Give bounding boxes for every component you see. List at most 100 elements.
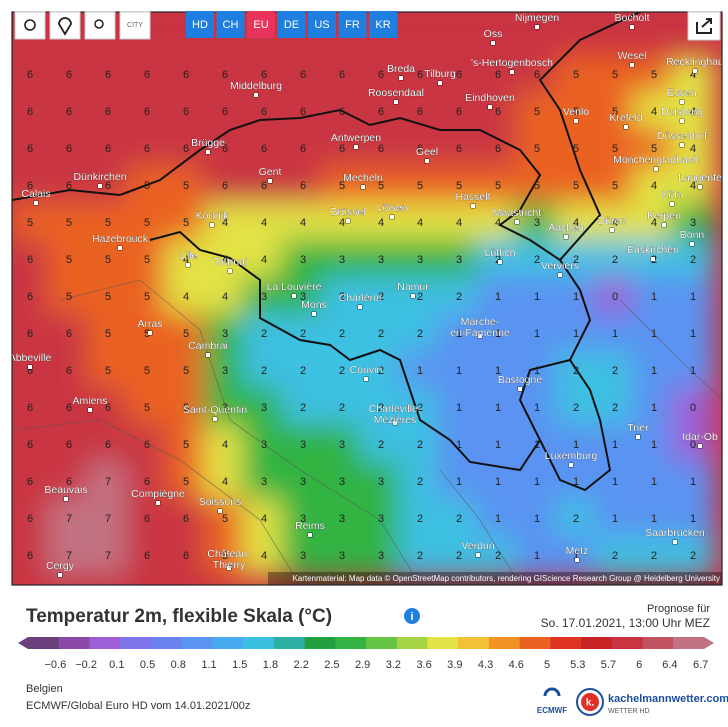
region-button[interactable] <box>308 11 336 38</box>
region-button[interactable] <box>338 11 367 38</box>
grid-value: 5 <box>183 328 189 340</box>
legend-swatch <box>581 637 613 649</box>
city-label: Gent <box>259 166 282 178</box>
grid-value: 3 <box>534 217 540 229</box>
field-cell <box>359 535 403 577</box>
legend-swatch <box>550 637 582 649</box>
region-button[interactable] <box>216 11 245 38</box>
field-cell <box>125 165 169 207</box>
legend-swatch <box>488 637 521 649</box>
city-label: Antwerpen <box>331 132 381 144</box>
field-cell <box>593 202 637 244</box>
city-marker <box>692 68 698 74</box>
legend-swatch <box>150 637 183 649</box>
region-button[interactable] <box>369 11 397 38</box>
field-cell <box>12 535 52 577</box>
legend-swatch <box>243 637 275 649</box>
city-marker <box>185 262 191 268</box>
city-label: Mönchengladbach <box>613 154 699 166</box>
region-button[interactable] <box>277 11 306 38</box>
field-cell <box>398 350 442 392</box>
reload-button[interactable] <box>14 11 46 40</box>
grid-value: 4 <box>417 217 423 229</box>
grid-value: 3 <box>378 476 384 488</box>
grid-value: 1 <box>651 402 657 414</box>
field-cell <box>203 461 247 503</box>
zoom-icon <box>94 19 104 29</box>
field-cell <box>671 128 715 170</box>
city-marker <box>212 416 218 422</box>
field-cell <box>164 239 208 281</box>
info-button[interactable] <box>404 608 420 624</box>
city-marker <box>267 178 273 184</box>
city-marker <box>117 245 123 251</box>
grid-value: 1 <box>690 513 696 525</box>
grid-value: 3 <box>456 254 462 266</box>
share-icon <box>696 18 712 34</box>
grid-value: 1 <box>495 291 501 303</box>
grid-value: 7 <box>105 513 111 525</box>
grid-value: 6 <box>105 180 111 192</box>
grid-value: 6 <box>105 402 111 414</box>
field-cell <box>47 128 91 170</box>
legend-label: 0.8 <box>171 659 186 671</box>
city-label: Abbeville <box>9 352 52 364</box>
city-label: Château-Thierry <box>207 548 251 571</box>
legend-swatch <box>335 637 367 649</box>
grid-value: 0 <box>690 402 696 414</box>
grid-value: 5 <box>144 254 150 266</box>
grid-value: 1 <box>534 402 540 414</box>
region-label: HD <box>192 19 208 31</box>
field-cell <box>398 239 442 281</box>
field-cell <box>203 54 247 96</box>
field-cell <box>86 202 130 244</box>
legend-label: 4.3 <box>478 659 493 671</box>
city-marker <box>557 272 563 278</box>
field-cell <box>281 239 325 281</box>
field-cell <box>554 202 598 244</box>
field-cell <box>125 54 169 96</box>
field-cell <box>86 165 130 207</box>
grid-value: 3 <box>300 550 306 562</box>
grid-value: 1 <box>456 328 462 340</box>
grid-value: 4 <box>222 439 228 451</box>
grid-value: 6 <box>222 180 228 192</box>
city-button-label: CITY <box>127 22 143 29</box>
grid-value: 4 <box>222 217 228 229</box>
legend-label: 6 <box>636 659 642 671</box>
field-cell <box>632 424 676 466</box>
grid-value: 4 <box>573 217 579 229</box>
grid-value: 5 <box>612 180 618 192</box>
region-button[interactable] <box>186 11 214 38</box>
field-cell <box>632 165 676 207</box>
city-marker <box>477 333 483 339</box>
grid-value: 6 <box>261 69 267 81</box>
grid-value: 6 <box>27 328 33 340</box>
city-label: Eindhoven <box>465 92 515 104</box>
grid-value: 3 <box>261 291 267 303</box>
legend-swatch <box>396 637 428 649</box>
legend-arrow-left <box>18 637 28 649</box>
field-cell <box>398 276 442 318</box>
grid-value: 6 <box>27 143 33 155</box>
city-marker <box>679 142 685 148</box>
legend-label: 5 <box>544 659 550 671</box>
grid-value: 5 <box>183 439 189 451</box>
grid-value: 6 <box>66 180 72 192</box>
city-label: Bastogne <box>498 374 543 386</box>
field-cell <box>203 350 247 392</box>
city-button[interactable] <box>119 11 151 40</box>
field-cell <box>671 276 715 318</box>
grid-value: 6 <box>144 106 150 118</box>
field-cell <box>437 424 481 466</box>
grid-value: 5 <box>144 291 150 303</box>
zoom-button[interactable] <box>84 11 116 40</box>
legend-label: 2.5 <box>324 659 339 671</box>
field-cell <box>47 202 91 244</box>
grid-value: 1 <box>612 476 618 488</box>
ecmwf-text: ECMWF <box>537 706 567 715</box>
field-cell <box>164 350 208 392</box>
region-button[interactable] <box>247 11 275 38</box>
legend-label: 3.2 <box>386 659 401 671</box>
city-marker <box>33 200 39 206</box>
